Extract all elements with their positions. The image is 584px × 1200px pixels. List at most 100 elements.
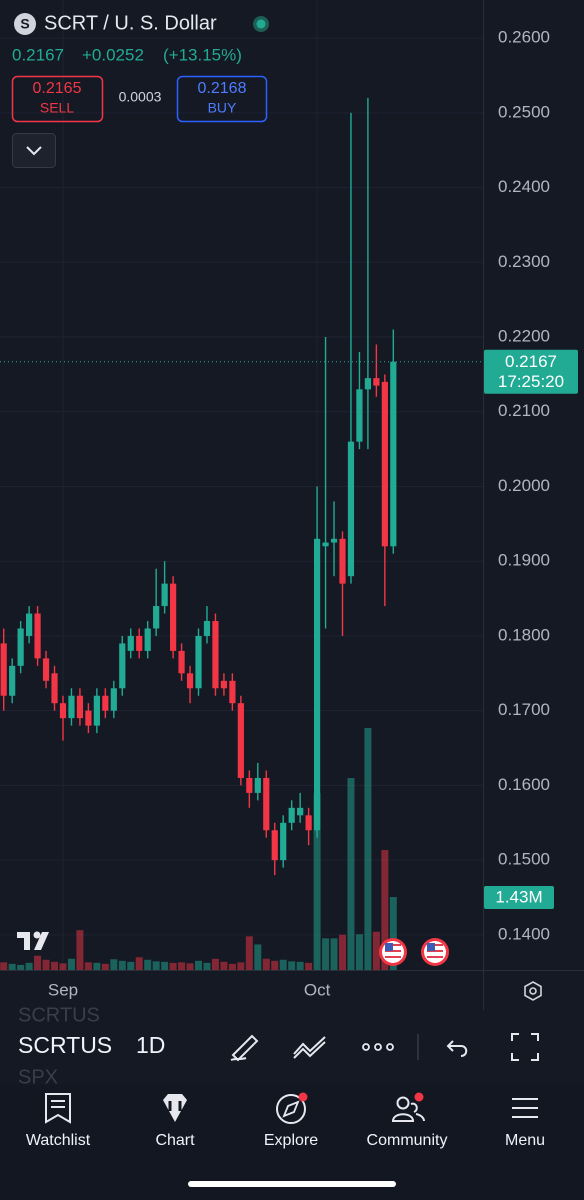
- menu-icon[interactable]: [512, 1098, 538, 1118]
- candle-body: [119, 643, 126, 689]
- volume-bar: [389, 896, 397, 970]
- volume-bar: [347, 778, 355, 970]
- candle-body: [102, 695, 109, 711]
- candle-body: [313, 538, 321, 831]
- volume-bar: [93, 962, 101, 970]
- candle-body: [51, 673, 58, 704]
- volume-bar: [178, 962, 186, 970]
- volume-bar: [84, 962, 92, 970]
- undo-icon[interactable]: [446, 1040, 468, 1057]
- y-tick-label: 0.2400: [498, 177, 550, 196]
- candle-body: [229, 680, 236, 704]
- candle-body: [246, 777, 253, 793]
- watchlist-icon[interactable]: [45, 1093, 71, 1124]
- symbol-logo: [14, 13, 36, 35]
- candle-body: [136, 635, 143, 651]
- collapse-button[interactable]: [12, 133, 56, 168]
- settings-icon[interactable]: [524, 981, 542, 1001]
- candle-body: [237, 703, 244, 778]
- symbol-title[interactable]: SCRT / U. S. Dollar: [44, 12, 217, 34]
- candle-body: [347, 441, 355, 577]
- settings-icon-center: [529, 987, 537, 995]
- community-icon[interactable]: [396, 1096, 410, 1110]
- candle-body: [76, 695, 84, 719]
- countdown: 17:25:20: [498, 372, 564, 391]
- y-tick-label: 0.2100: [498, 401, 550, 420]
- candle-body: [17, 628, 24, 666]
- price-axis: 0.2600 0.2500 0.2400 0.2300 0.2200 0.2100 0.20…: [48, 28, 578, 999]
- explore-icon[interactable]: [276, 1094, 306, 1124]
- fullscreen-icon[interactable]: [511, 1033, 539, 1061]
- volume-bar: [220, 961, 228, 970]
- volume-bar: [372, 931, 380, 970]
- candle-body: [212, 621, 219, 689]
- volume-bar: [161, 961, 169, 970]
- market-status-dot: [256, 19, 266, 29]
- volume-bar: [245, 936, 253, 970]
- y-tick-label: 0.1900: [498, 551, 550, 570]
- candle-body: [339, 538, 346, 584]
- volume-bar: [271, 960, 279, 970]
- event-flag[interactable]: [421, 938, 449, 966]
- candle-body: [0, 643, 7, 696]
- indicators-icon[interactable]: [293, 1036, 326, 1059]
- event-flag[interactable]: [379, 938, 407, 966]
- candle-body: [153, 606, 160, 629]
- candle-body: [364, 378, 372, 390]
- volume-bar: [59, 963, 67, 970]
- toolbar-symbol[interactable]: SCRTUS: [18, 1032, 112, 1058]
- buy-label: BUY: [208, 100, 237, 116]
- y-tick-label: 0.2300: [498, 252, 550, 271]
- nav-label[interactable]: Community: [367, 1132, 448, 1149]
- volume-bar: [25, 962, 33, 970]
- candle-body: [330, 538, 338, 543]
- buy-button[interactable]: [176, 75, 268, 123]
- y-tick-label: 0.1600: [498, 775, 550, 794]
- candle-body: [220, 680, 228, 689]
- plot: [0, 97, 483, 970]
- nav-label[interactable]: Watchlist: [26, 1132, 91, 1149]
- volume-bar: [228, 963, 236, 970]
- toolbar-interval[interactable]: 1D: [136, 1032, 165, 1058]
- y-tick-label: 0.1700: [498, 700, 550, 719]
- volume-bar: [279, 959, 287, 970]
- candle-body: [68, 695, 75, 719]
- price-change: +0.0252: [82, 45, 144, 64]
- volume-bar: [42, 959, 50, 970]
- candle-body: [161, 583, 168, 607]
- notification-dot: [414, 1092, 424, 1102]
- y-tick-label: 0.1400: [498, 924, 550, 943]
- y-tick-label: 0.2200: [498, 327, 550, 346]
- volume-bar: [67, 958, 75, 970]
- volume-bar: [254, 944, 262, 970]
- candle-body: [263, 777, 270, 831]
- x-tick-label: Oct: [304, 980, 331, 999]
- tv-logo-dot: [33, 931, 41, 939]
- candle-body: [322, 542, 329, 547]
- candle-body: [280, 822, 287, 861]
- nav-label[interactable]: Menu: [505, 1132, 545, 1149]
- nav-label[interactable]: Explore: [264, 1132, 318, 1149]
- candle-body: [356, 389, 363, 442]
- nav-labels: Watchlist Chart Explore Community Menu: [26, 1132, 545, 1149]
- candle-body: [178, 650, 185, 674]
- candle-body: [85, 710, 92, 726]
- y-tick-label: 0.2600: [498, 28, 550, 47]
- volume-bar: [364, 728, 372, 970]
- candle-body: [381, 381, 388, 547]
- sell-button[interactable]: [11, 75, 104, 123]
- more-icon[interactable]: [362, 1043, 394, 1051]
- candle-body: [390, 361, 397, 547]
- nav-label[interactable]: Chart: [155, 1132, 195, 1149]
- volume-bar: [211, 958, 219, 970]
- home-indicator: [188, 1181, 396, 1187]
- volume-bar: [118, 960, 126, 970]
- draw-icon[interactable]: [230, 1034, 259, 1062]
- candle-body: [195, 635, 202, 689]
- volume-bar: [169, 962, 177, 970]
- candle-body: [373, 378, 380, 386]
- volume-bar: [17, 964, 25, 970]
